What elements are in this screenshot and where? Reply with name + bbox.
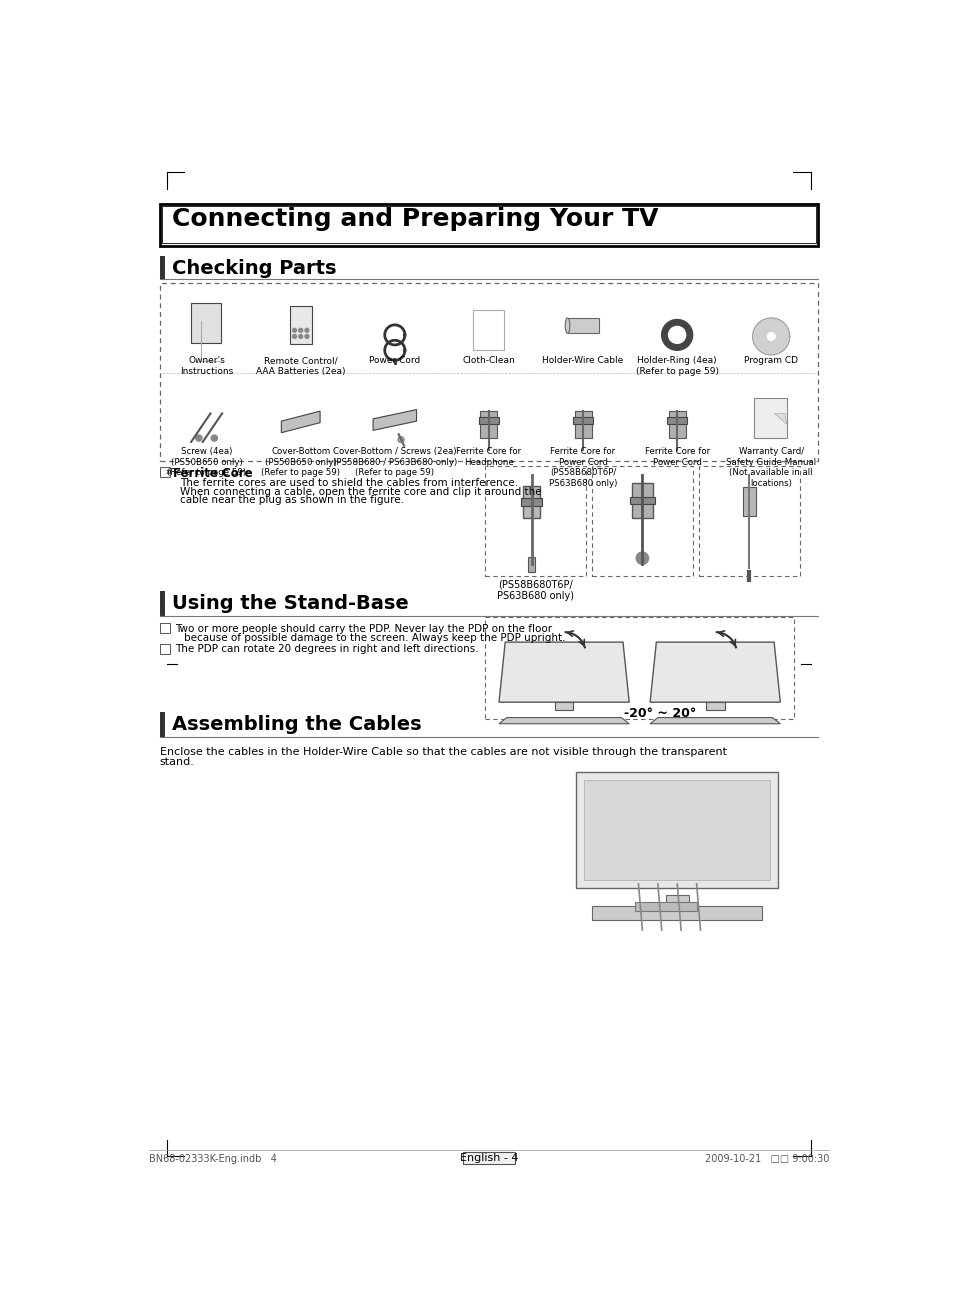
Bar xyxy=(159,283,818,462)
Text: 2009-10-21   □□ 9:00:30: 2009-10-21 □□ 9:00:30 xyxy=(704,1155,828,1164)
Bar xyxy=(754,398,786,438)
Text: Holder-Wire Cable: Holder-Wire Cable xyxy=(542,356,623,366)
Text: Ferrite Core for
Headphone: Ferrite Core for Headphone xyxy=(456,447,521,467)
Bar xyxy=(665,896,688,907)
Text: Checking Parts: Checking Parts xyxy=(172,259,336,277)
Text: Program CD: Program CD xyxy=(743,356,798,366)
Text: Ferrite Core for
Power Cord
(PS58B680T6P/
PS63B680 only): Ferrite Core for Power Cord (PS58B680T6P… xyxy=(548,447,617,488)
Text: The PDP can rotate 20 degrees in right and left directions.: The PDP can rotate 20 degrees in right a… xyxy=(174,644,478,655)
Text: Using the Stand-Base: Using the Stand-Base xyxy=(172,594,408,613)
Text: stand.: stand. xyxy=(159,757,194,767)
Bar xyxy=(484,618,793,719)
Text: Warranty Card/
Safety Guide Manual
(Not available in all
locations): Warranty Card/ Safety Guide Manual (Not … xyxy=(725,447,816,488)
Text: Screw (4ea)
(PS50B650 only)
(Refer to page 59): Screw (4ea) (PS50B650 only) (Refer to pa… xyxy=(167,447,246,477)
Polygon shape xyxy=(649,642,780,702)
Bar xyxy=(159,592,165,615)
Bar xyxy=(555,702,573,710)
Polygon shape xyxy=(649,718,780,723)
Text: Remote Control/
AAA Batteries (2ea): Remote Control/ AAA Batteries (2ea) xyxy=(255,356,345,376)
Circle shape xyxy=(298,329,302,333)
Polygon shape xyxy=(373,409,416,430)
Bar xyxy=(666,417,686,425)
Circle shape xyxy=(305,334,309,338)
Bar xyxy=(576,772,778,888)
Text: Enclose the cables in the Holder-Wire Cable so that the cables are not visible t: Enclose the cables in the Holder-Wire Ca… xyxy=(159,747,726,757)
Bar xyxy=(159,644,170,655)
Circle shape xyxy=(195,435,202,441)
Text: Ferrite Core: Ferrite Core xyxy=(172,467,253,480)
Circle shape xyxy=(752,318,789,355)
Text: Ferrite Core for
Power Cord: Ferrite Core for Power Cord xyxy=(644,447,709,467)
Bar xyxy=(521,498,541,506)
Circle shape xyxy=(661,320,692,350)
Polygon shape xyxy=(498,718,629,723)
Polygon shape xyxy=(281,412,320,433)
Bar xyxy=(480,412,497,438)
Circle shape xyxy=(293,329,296,333)
Bar xyxy=(592,906,761,920)
Circle shape xyxy=(636,552,648,564)
Bar xyxy=(159,623,170,633)
Bar xyxy=(473,310,504,350)
Bar xyxy=(705,702,723,710)
Text: -20° ~ 20°: -20° ~ 20° xyxy=(623,706,696,719)
Bar xyxy=(629,497,654,504)
Text: English - 4: English - 4 xyxy=(459,1153,517,1164)
Text: When connecting a cable, open the ferrite core and clip it around the: When connecting a cable, open the ferrit… xyxy=(179,487,540,497)
Bar xyxy=(668,412,685,438)
Bar xyxy=(742,487,755,515)
Text: »: » xyxy=(160,467,172,477)
Bar xyxy=(191,302,220,343)
Bar xyxy=(159,256,165,280)
Bar xyxy=(462,1152,515,1164)
Circle shape xyxy=(305,329,309,333)
Polygon shape xyxy=(498,642,629,702)
Text: cable near the plug as shown in the figure.: cable near the plug as shown in the figu… xyxy=(179,494,403,505)
Bar xyxy=(159,204,818,246)
Bar xyxy=(484,466,585,576)
Text: (PS58B680T6P/
PS63B680 only): (PS58B680T6P/ PS63B680 only) xyxy=(497,580,574,601)
Circle shape xyxy=(293,334,296,338)
Text: Connecting and Preparing Your TV: Connecting and Preparing Your TV xyxy=(172,206,658,231)
Bar xyxy=(634,902,696,911)
Text: BN68-02333K-Eng.indb   4: BN68-02333K-Eng.indb 4 xyxy=(149,1155,276,1164)
Circle shape xyxy=(668,326,685,343)
Bar xyxy=(162,206,815,243)
Bar xyxy=(592,466,692,576)
Bar xyxy=(290,305,312,345)
Bar xyxy=(522,485,539,518)
Bar xyxy=(527,556,535,572)
Bar xyxy=(567,318,598,334)
Bar xyxy=(699,466,799,576)
Bar xyxy=(574,412,591,438)
Circle shape xyxy=(397,437,404,443)
Bar xyxy=(573,417,593,425)
Text: Power Cord: Power Cord xyxy=(369,356,420,366)
Bar xyxy=(160,467,171,476)
Text: Cover-Bottom
(PS50B650 only)
(Refer to page 59): Cover-Bottom (PS50B650 only) (Refer to p… xyxy=(261,447,340,477)
Text: because of possible damage to the screen. Always keep the PDP upright.: because of possible damage to the screen… xyxy=(183,633,564,643)
Text: Holder-Ring (4ea)
(Refer to page 59): Holder-Ring (4ea) (Refer to page 59) xyxy=(635,356,718,376)
Text: Two or more people should carry the PDP. Never lay the PDP on the floor: Two or more people should carry the PDP.… xyxy=(174,623,552,634)
Circle shape xyxy=(298,334,302,338)
Circle shape xyxy=(766,333,774,341)
Text: Assembling the Cables: Assembling the Cables xyxy=(172,715,421,734)
Text: The ferrite cores are used to shield the cables from interference.: The ferrite cores are used to shield the… xyxy=(179,479,517,488)
Text: Owner’s
Instructions: Owner’s Instructions xyxy=(180,356,233,376)
Circle shape xyxy=(211,435,217,441)
Bar xyxy=(631,483,653,518)
Polygon shape xyxy=(774,413,786,425)
Text: Cloth-Clean: Cloth-Clean xyxy=(462,356,515,366)
Ellipse shape xyxy=(564,318,569,334)
Bar xyxy=(583,780,769,880)
Text: Cover-Bottom / Screws (2ea)
(PS58B680 / PS63B680 only)
(Refer to page 59): Cover-Bottom / Screws (2ea) (PS58B680 / … xyxy=(333,447,456,477)
Bar xyxy=(478,417,498,425)
Bar xyxy=(159,713,165,736)
